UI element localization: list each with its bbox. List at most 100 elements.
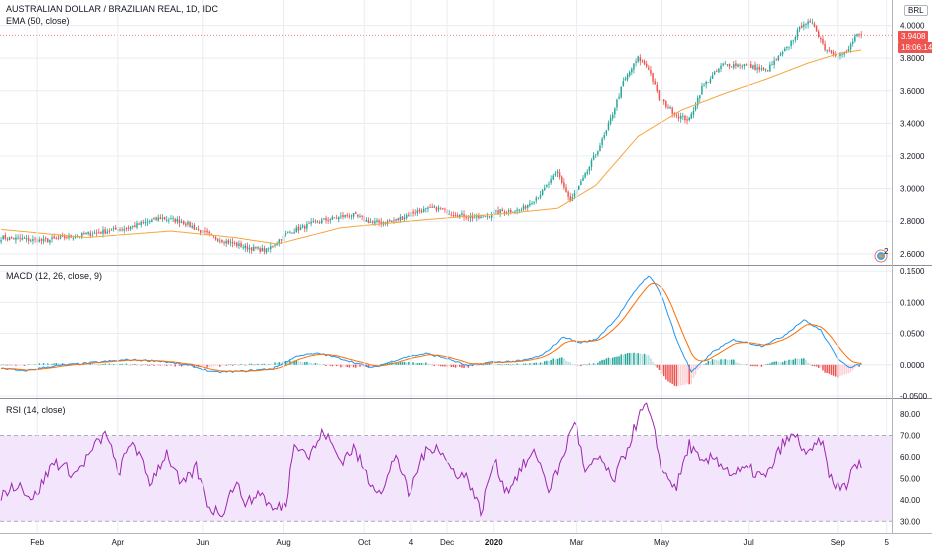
candle-body <box>204 230 206 232</box>
candle-body <box>813 23 816 27</box>
macd-histogram-bar <box>170 364 172 366</box>
candle-body <box>635 61 637 63</box>
macd-axis-label: 0.1000 <box>900 298 925 307</box>
macd-histogram-bar <box>839 364 841 377</box>
macd-histogram-bar <box>584 364 586 365</box>
macd-histogram-bar <box>223 364 225 366</box>
rsi-axis-label: 70.00 <box>900 431 921 440</box>
candle-body <box>61 235 64 237</box>
symbol-title: AUSTRALIAN DOLLAR / BRAZILIAN REAL, 1D, … <box>6 4 219 14</box>
candle-body <box>811 22 814 24</box>
candle-body <box>408 214 410 216</box>
candle-body <box>803 24 805 27</box>
macd-histogram-bar <box>306 361 308 365</box>
macd-histogram-bar <box>769 363 771 365</box>
macd-histogram-bar <box>344 364 346 367</box>
macd-histogram-bar <box>552 358 554 365</box>
candle-body <box>335 217 338 219</box>
macd-histogram-bar <box>393 363 395 365</box>
macd-histogram-bar <box>367 364 370 368</box>
candle-body <box>544 187 546 190</box>
candle-body <box>459 214 461 218</box>
candle-body <box>391 221 393 223</box>
candle-body <box>191 226 193 228</box>
macd-histogram-bar <box>626 353 629 365</box>
macd-histogram-bar <box>860 364 862 365</box>
alert-badge[interactable]: 2 <box>874 247 888 263</box>
candle-body <box>72 237 75 239</box>
macd-histogram-bar <box>308 362 310 365</box>
candle-body <box>745 64 748 66</box>
macd-axis-label: 0.1500 <box>900 267 925 276</box>
candle-body <box>287 231 289 233</box>
macd-histogram-bar <box>78 364 81 366</box>
candle-body <box>414 212 416 214</box>
candle-body <box>809 20 811 23</box>
macd-histogram-bar <box>57 363 60 365</box>
macd-histogram-bar <box>310 362 312 365</box>
macd-legend[interactable]: MACD (12, 26, close, 9) <box>6 271 103 281</box>
ema-legend[interactable]: EMA (50, close) <box>6 16 70 26</box>
macd-histogram-bar <box>601 359 603 365</box>
candle-body <box>800 25 803 28</box>
macd-histogram-bar <box>395 362 397 365</box>
macd-histogram-bar <box>314 363 317 365</box>
macd-histogram-bar <box>329 364 331 366</box>
macd-histogram-bar <box>824 364 826 373</box>
macd-histogram-bar <box>569 362 571 365</box>
macd-histogram-bar <box>696 364 699 371</box>
currency-button[interactable]: BRL <box>904 5 928 16</box>
candle-body <box>822 38 824 44</box>
macd-histogram-bar <box>422 363 425 365</box>
macd-histogram-bar <box>416 363 419 365</box>
macd-histogram-bar <box>104 363 106 365</box>
macd-histogram-bar <box>369 364 372 368</box>
candle-body <box>527 204 529 208</box>
macd-histogram-bar <box>597 362 599 365</box>
rsi-legend[interactable]: RSI (14, close) <box>6 405 66 415</box>
candle-body <box>295 227 298 233</box>
macd-line <box>1 275 862 374</box>
macd-histogram-bar <box>535 362 538 365</box>
candle-body <box>376 220 378 222</box>
candle-body <box>658 90 661 100</box>
signal-line <box>1 282 862 372</box>
macd-histogram-bar <box>675 364 678 387</box>
candle-body <box>677 116 680 119</box>
candle-body <box>40 239 43 241</box>
candle-body <box>762 67 765 70</box>
macd-histogram-bar <box>81 364 83 366</box>
macd-histogram-bar <box>803 358 805 365</box>
candle-body <box>15 237 17 241</box>
candle-body <box>306 223 308 229</box>
macd-histogram-bar <box>331 364 334 367</box>
candle-body <box>607 123 610 130</box>
macd-histogram-bar <box>55 363 58 365</box>
macd-histogram-bar <box>828 364 831 374</box>
time-axis-label: Aug <box>276 538 290 547</box>
candle-body <box>779 53 782 56</box>
candle-body <box>784 48 786 52</box>
time-axis-label: Jun <box>196 538 209 547</box>
candle-body <box>807 21 809 25</box>
macd-histogram-bar <box>242 364 244 365</box>
candle-body <box>246 246 249 250</box>
candle-body <box>119 229 121 231</box>
candle-body <box>59 236 62 239</box>
candle-body <box>584 173 586 178</box>
macd-histogram-bar <box>614 357 616 365</box>
macd-histogram-bar <box>284 361 287 365</box>
macd-histogram-bar <box>694 364 697 375</box>
candle-body <box>480 216 482 219</box>
candle-body <box>558 172 561 177</box>
macd-histogram-bar <box>701 364 703 366</box>
macd-histogram-bar <box>454 364 457 368</box>
candle-body <box>510 209 512 213</box>
candle-body <box>257 247 259 249</box>
candle-body <box>452 215 455 216</box>
candle-body <box>597 151 599 155</box>
candle-body <box>429 207 431 208</box>
last-price-tag: 3.9408 <box>898 31 929 42</box>
candle-body <box>618 96 620 99</box>
candle-body <box>650 69 652 74</box>
